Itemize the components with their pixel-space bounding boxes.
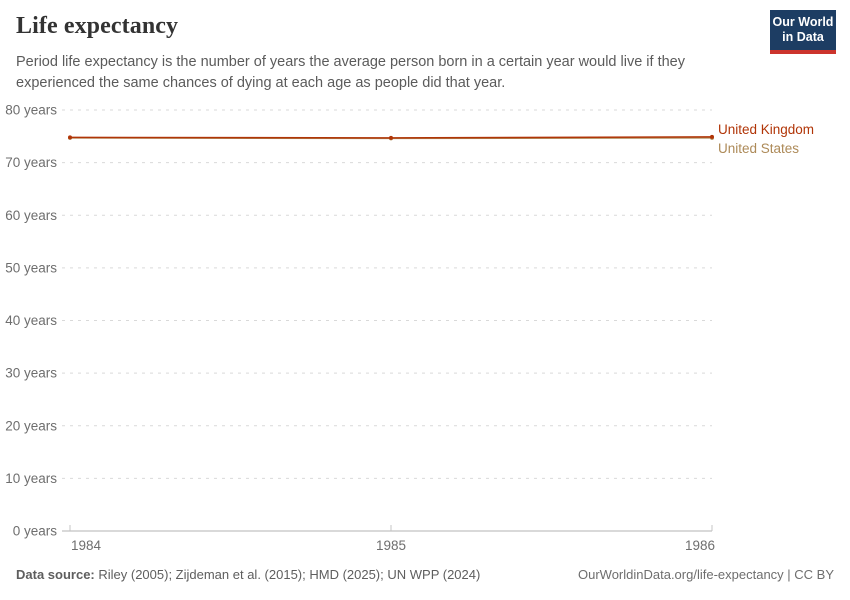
y-axis-tick-label: 30 years (5, 366, 57, 381)
data-source-text: Riley (2005); Zijdeman et al. (2015); HM… (94, 567, 481, 582)
y-axis-tick-label: 80 years (5, 103, 57, 118)
data-source-label: Data source: (16, 567, 95, 582)
x-axis-tick-label: 1985 (376, 538, 406, 553)
page-title: Life expectancy (16, 13, 179, 39)
chart-footer: Data source: Riley (2005); Zijdeman et a… (16, 567, 834, 582)
series-labels: United Kingdom United States (718, 120, 814, 158)
chart-subtitle: Period life expectancy is the number of … (16, 54, 685, 91)
credit-link[interactable]: OurWorldinData.org/life-expectancy | CC … (577, 567, 834, 582)
y-axis-tick-label: 20 years (5, 418, 57, 433)
y-axis-tick-label: 60 years (5, 208, 57, 223)
x-axis-tick-label: 1984 (71, 538, 102, 553)
y-axis-tick-label: 50 years (5, 260, 57, 275)
x-axis-tick-label: 1986 (685, 538, 715, 553)
y-axis-tick-label: 10 years (5, 471, 57, 486)
data-point-united-kingdom-1984 (68, 135, 72, 140)
data-source-note: Data source: Riley (2005); Zijdeman et a… (16, 567, 480, 582)
owid-logo-line2: in Data (782, 30, 824, 44)
data-point-united-kingdom-1985 (389, 135, 393, 140)
owid-logo[interactable]: Our World in Data (770, 10, 836, 54)
y-axis-tick-label: 40 years (5, 313, 57, 328)
series-label-united-states[interactable]: United States (718, 141, 800, 156)
y-axis-tick-label: 70 years (5, 155, 57, 170)
series-label-united-kingdom[interactable]: United Kingdom (718, 122, 815, 137)
owid-logo-line1: Our World (772, 15, 834, 29)
data-point-united-kingdom-1986 (710, 134, 714, 139)
y-axis-tick-label: 0 years (13, 524, 58, 539)
